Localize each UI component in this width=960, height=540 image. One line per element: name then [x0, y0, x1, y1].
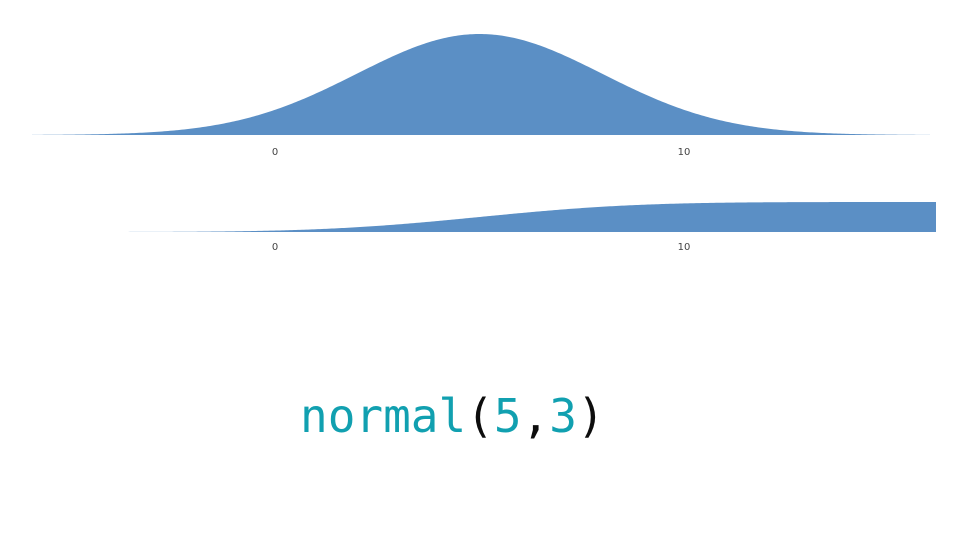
- plot-area: 0 10 0 10: [32, 34, 936, 253]
- cdf-tick-label-10: 10: [678, 242, 691, 253]
- formula-open-paren: (: [466, 389, 494, 443]
- formula-mean-arg: 5: [493, 389, 522, 443]
- cdf-area: [120, 202, 936, 232]
- formula-function-name: normal: [300, 389, 467, 443]
- pdf-chart: 0 10: [32, 34, 930, 158]
- pdf-area: [32, 34, 930, 135]
- formula-sd-arg: 3: [549, 389, 577, 443]
- pdf-tick-label-10: 10: [678, 147, 691, 158]
- formula-comma: ,: [521, 389, 550, 443]
- distribution-formula: normal(5,3): [300, 388, 605, 444]
- cdf-tick-label-0: 0: [272, 242, 278, 253]
- formula-close-paren: ): [576, 389, 605, 443]
- pdf-tick-label-0: 0: [272, 147, 278, 158]
- cdf-chart: 0 10: [120, 202, 936, 253]
